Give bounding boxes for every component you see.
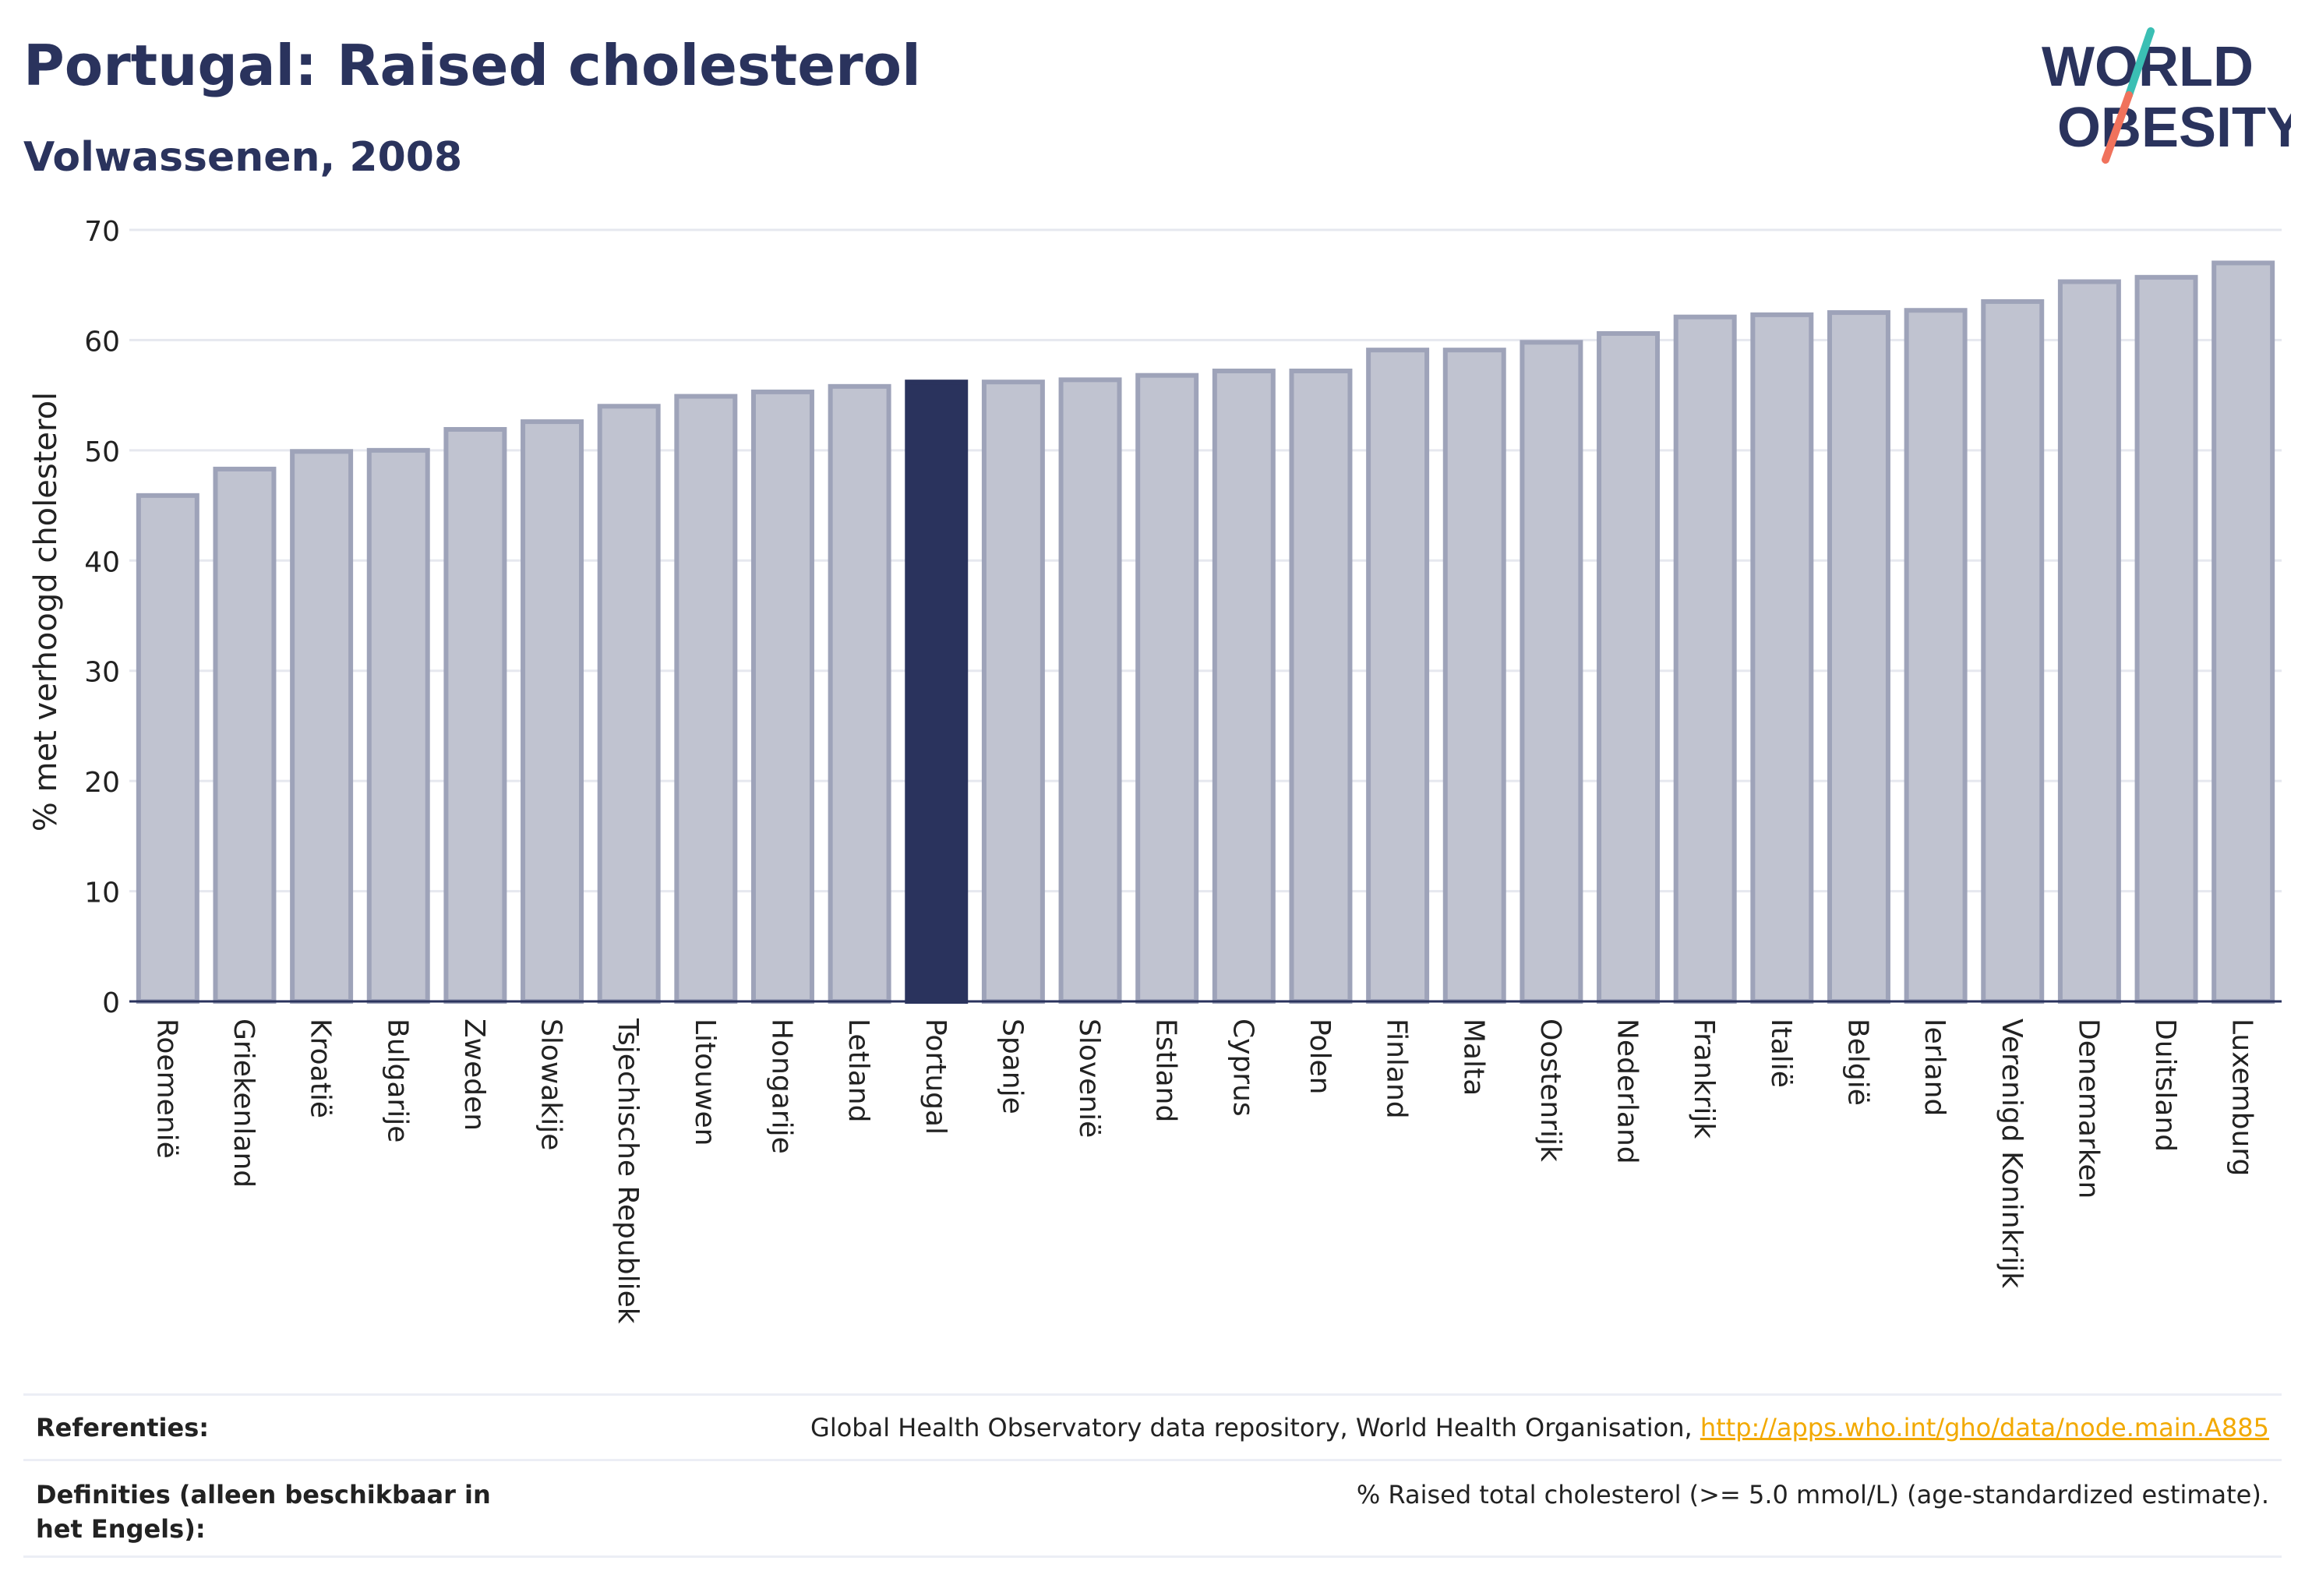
y-tick-label: 0 bbox=[102, 987, 120, 1019]
x-tick-label: Cyprus bbox=[1227, 1019, 1258, 1117]
x-tick-label: Hongarije bbox=[765, 1019, 797, 1154]
bar-hongarije bbox=[750, 389, 814, 1004]
bar-belgië bbox=[1827, 310, 1890, 1005]
y-axis-label: % met verhoogd cholesterol bbox=[28, 392, 64, 832]
world-obesity-logo: WORLD OBESITY bbox=[2042, 27, 2291, 164]
bar-ierland bbox=[1904, 308, 1968, 1004]
bar-kroatië bbox=[290, 449, 354, 1004]
definitions-value: % Raised total cholesterol (>= 5.0 mmol/… bbox=[1356, 1480, 2269, 1509]
bar-duitsland bbox=[2134, 274, 2198, 1005]
y-tick-label: 10 bbox=[84, 877, 120, 909]
x-tick-label: Malta bbox=[1457, 1019, 1489, 1096]
bar-tsjechische-republiek bbox=[597, 404, 661, 1004]
definitions-label: Definities (alleen beschikbaar in het En… bbox=[36, 1480, 491, 1544]
bar-oostenrijk bbox=[1520, 340, 1583, 1004]
bar-polen bbox=[1289, 369, 1353, 1004]
x-tick-label: Slovenië bbox=[1073, 1019, 1105, 1138]
bar-letland bbox=[828, 383, 891, 1005]
bar-bulgarije bbox=[366, 447, 430, 1004]
x-tick-label: Zweden bbox=[458, 1019, 490, 1131]
bar-italië bbox=[1750, 312, 1814, 1004]
bar-portugal bbox=[905, 380, 969, 1004]
y-tick-label: 50 bbox=[84, 436, 120, 468]
footer-divider-bottom bbox=[23, 1555, 2282, 1558]
references-link[interactable]: http://apps.who.int/gho/data/node.main.A… bbox=[1700, 1413, 2269, 1442]
x-tick-label: Tsjechische Republiek bbox=[612, 1018, 644, 1324]
x-tick-label: Slowakije bbox=[535, 1019, 567, 1150]
logo-slash-coral bbox=[2102, 91, 2133, 164]
y-tick-label: 30 bbox=[84, 657, 120, 689]
x-tick-label: Verenigd Koninkrijk bbox=[1996, 1019, 2028, 1288]
x-tick-label: Duitsland bbox=[2149, 1019, 2181, 1152]
page-title: Portugal: Raised cholesterol bbox=[23, 33, 921, 98]
axes: 0 10 20 30 40 50 60 70 Roemenië Griekenland Kroati… bbox=[84, 216, 2282, 1324]
x-tick-label: Finland bbox=[1381, 1019, 1413, 1119]
x-tick-label: Frankrijk bbox=[1688, 1019, 1720, 1139]
bar-finland bbox=[1366, 348, 1430, 1004]
x-tick-label: Kroatië bbox=[305, 1019, 337, 1118]
x-tick-label: Griekenland bbox=[228, 1019, 259, 1188]
x-tick-label: Oostenrijk bbox=[1534, 1019, 1566, 1162]
references-text: Global Health Observatory data repositor… bbox=[810, 1413, 1700, 1442]
bar-zweden bbox=[443, 426, 507, 1004]
x-tick-label: Estland bbox=[1150, 1019, 1182, 1122]
bar-roemenië bbox=[136, 493, 199, 1004]
logo-slash-teal bbox=[2125, 27, 2155, 99]
bar-verenigd-koninkrijk bbox=[1981, 298, 2045, 1004]
bar-nederland bbox=[1597, 330, 1661, 1004]
bar-cyprus bbox=[1212, 369, 1276, 1004]
bar-denemarken bbox=[2057, 279, 2121, 1004]
bar-spanje bbox=[981, 380, 1045, 1004]
bar-frankrijk bbox=[1673, 314, 1737, 1004]
y-tick-label: 20 bbox=[84, 767, 120, 799]
x-tick-label: Luxemburg bbox=[2226, 1019, 2258, 1176]
bar-slowakije bbox=[521, 419, 584, 1004]
y-tick-label: 70 bbox=[84, 216, 120, 248]
bar-slovenië bbox=[1058, 377, 1122, 1005]
x-tick-label: Roemenië bbox=[150, 1019, 182, 1159]
bar-estland bbox=[1135, 373, 1199, 1004]
page-subtitle: Volwassenen, 2008 bbox=[23, 134, 463, 181]
bar-luxemburg bbox=[2211, 260, 2275, 1004]
bar-griekenland bbox=[213, 466, 277, 1004]
y-tick-label: 60 bbox=[84, 326, 120, 358]
definitions-row: Definities (alleen beschikbaar in het En… bbox=[23, 1478, 2282, 1555]
x-tick-label: Letland bbox=[842, 1019, 874, 1122]
footer-divider-top bbox=[23, 1393, 2282, 1396]
bar-litouwen bbox=[674, 394, 738, 1004]
bar-chart: 0 10 20 30 40 50 60 70 Roemenië Griekenland Kroati… bbox=[28, 216, 2282, 1324]
x-tick-label: Nederland bbox=[1611, 1019, 1643, 1164]
logo-line2: OBESITY bbox=[2057, 97, 2291, 159]
y-tick-label: 40 bbox=[84, 546, 120, 578]
x-tick-label: Litouwen bbox=[689, 1019, 721, 1146]
x-tick-label: Ierland bbox=[1918, 1019, 1950, 1116]
x-tick-label: Italië bbox=[1765, 1019, 1797, 1088]
references-label: Referenties: bbox=[36, 1413, 210, 1442]
x-tick-label: Spanje bbox=[996, 1019, 1028, 1114]
bar-malta bbox=[1442, 348, 1506, 1004]
references-value: Global Health Observatory data repositor… bbox=[810, 1411, 2269, 1445]
x-tick-label: Denemarken bbox=[2072, 1019, 2104, 1199]
references-row: Referenties: Global Health Observatory d… bbox=[23, 1411, 2282, 1457]
x-tick-label: Polen bbox=[1304, 1019, 1336, 1094]
x-tick-label: België bbox=[1841, 1019, 1873, 1106]
x-tick-label: Portugal bbox=[920, 1019, 951, 1135]
footer-divider-mid bbox=[23, 1459, 2282, 1461]
x-tick-label: Bulgarije bbox=[381, 1019, 413, 1142]
